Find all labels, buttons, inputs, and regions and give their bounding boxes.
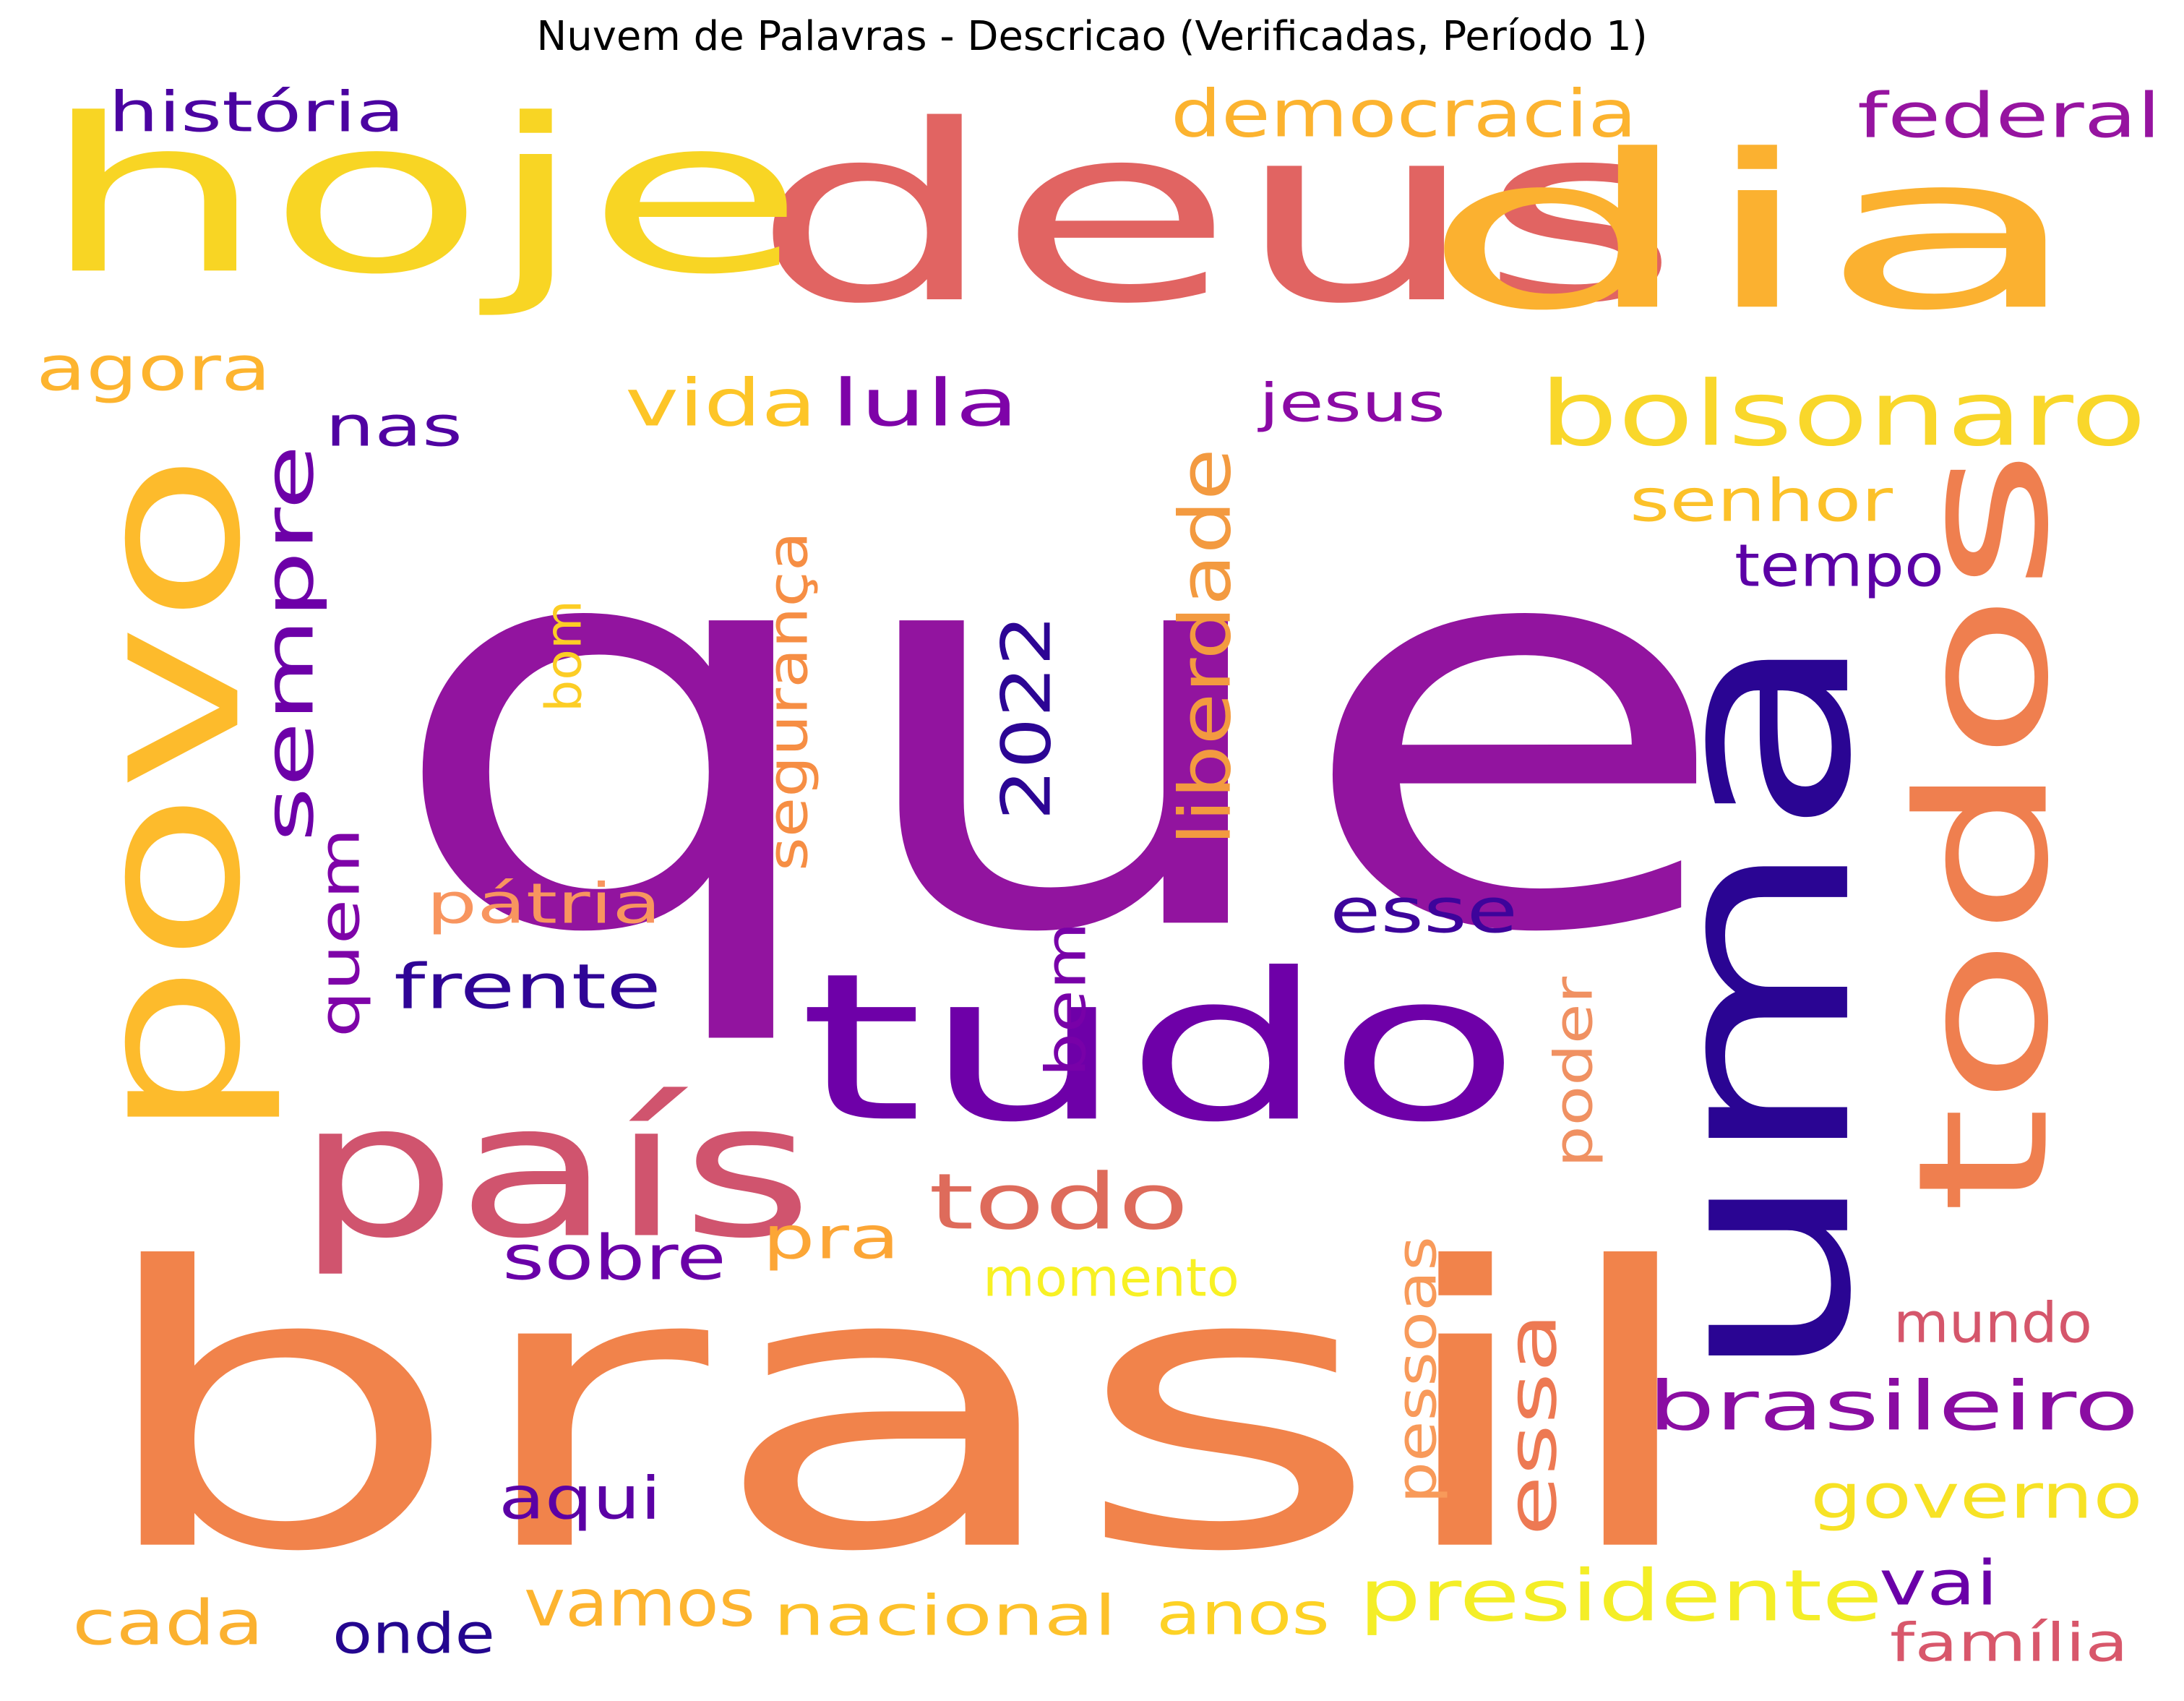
- word-aqui: aqui: [499, 1465, 661, 1533]
- word-esse: esse: [1330, 875, 1518, 947]
- word-agora: agora: [36, 333, 271, 405]
- word-poder: poder: [1544, 977, 1604, 1167]
- word-democracia: democracia: [1171, 76, 1637, 151]
- word-2022: 2022: [987, 614, 1066, 820]
- cloud-title: Nuvem de Palavras - Descricao (Verificad…: [536, 13, 1648, 60]
- word-seguranca: segurança: [755, 531, 820, 871]
- word-essa: essa: [1492, 1312, 1572, 1536]
- word-brasil: brasil: [87, 1186, 1713, 1636]
- word-vamos: vamos: [524, 1565, 755, 1641]
- word-nas: nas: [325, 395, 463, 460]
- word-tudo: tudo: [799, 930, 1521, 1167]
- word-pessoas: pessoas: [1384, 1236, 1449, 1504]
- word-todo: todo: [929, 1157, 1189, 1247]
- word-uma: uma: [1612, 629, 1907, 1384]
- word-bem: bem: [1033, 922, 1099, 1077]
- word-liberdade: liberdade: [1164, 448, 1247, 846]
- word-familia: família: [1890, 1613, 2128, 1674]
- word-senhor: senhor: [1630, 467, 1893, 535]
- word-bom: bom: [536, 600, 593, 712]
- word-historia: história: [108, 80, 405, 145]
- word-nacional: nacional: [773, 1583, 1117, 1648]
- word-sobre: sobre: [502, 1222, 726, 1294]
- word-bolsonaro: bolsonaro: [1539, 362, 2146, 466]
- word-pais: país: [296, 1064, 813, 1280]
- word-momento: momento: [983, 1248, 1239, 1308]
- word-sempre: sempre: [250, 445, 329, 842]
- word-brasileiro: brasileiro: [1648, 1367, 2139, 1446]
- word-vida: vida: [625, 365, 817, 441]
- word-mundo: mundo: [1893, 1291, 2092, 1355]
- word-onde: onde: [332, 1601, 495, 1666]
- word-pra: pra: [762, 1204, 900, 1272]
- word-tempo: tempo: [1734, 533, 1944, 601]
- word-deus: deus: [752, 73, 1680, 357]
- word-quem: quem: [308, 828, 373, 1037]
- word-presidente: presidente: [1359, 1554, 1883, 1637]
- word-que: que: [383, 409, 1734, 1053]
- word-lula: lula: [831, 366, 1019, 442]
- word-federal: federal: [1857, 80, 2161, 152]
- word-vai: vai: [1879, 1548, 1998, 1619]
- word-anos: anos: [1156, 1580, 1330, 1648]
- word-governo: governo: [1810, 1460, 2143, 1533]
- word-todos: todos: [1880, 448, 2088, 1214]
- word-hoje: hoje: [40, 73, 806, 321]
- word-povo: povo: [51, 452, 285, 1142]
- word-patria: pátria: [426, 872, 661, 936]
- word-jesus: jesus: [1257, 372, 1445, 434]
- word-dia: dia: [1420, 108, 2085, 357]
- word-frente: frente: [394, 951, 661, 1024]
- word-cada: cada: [72, 1588, 264, 1659]
